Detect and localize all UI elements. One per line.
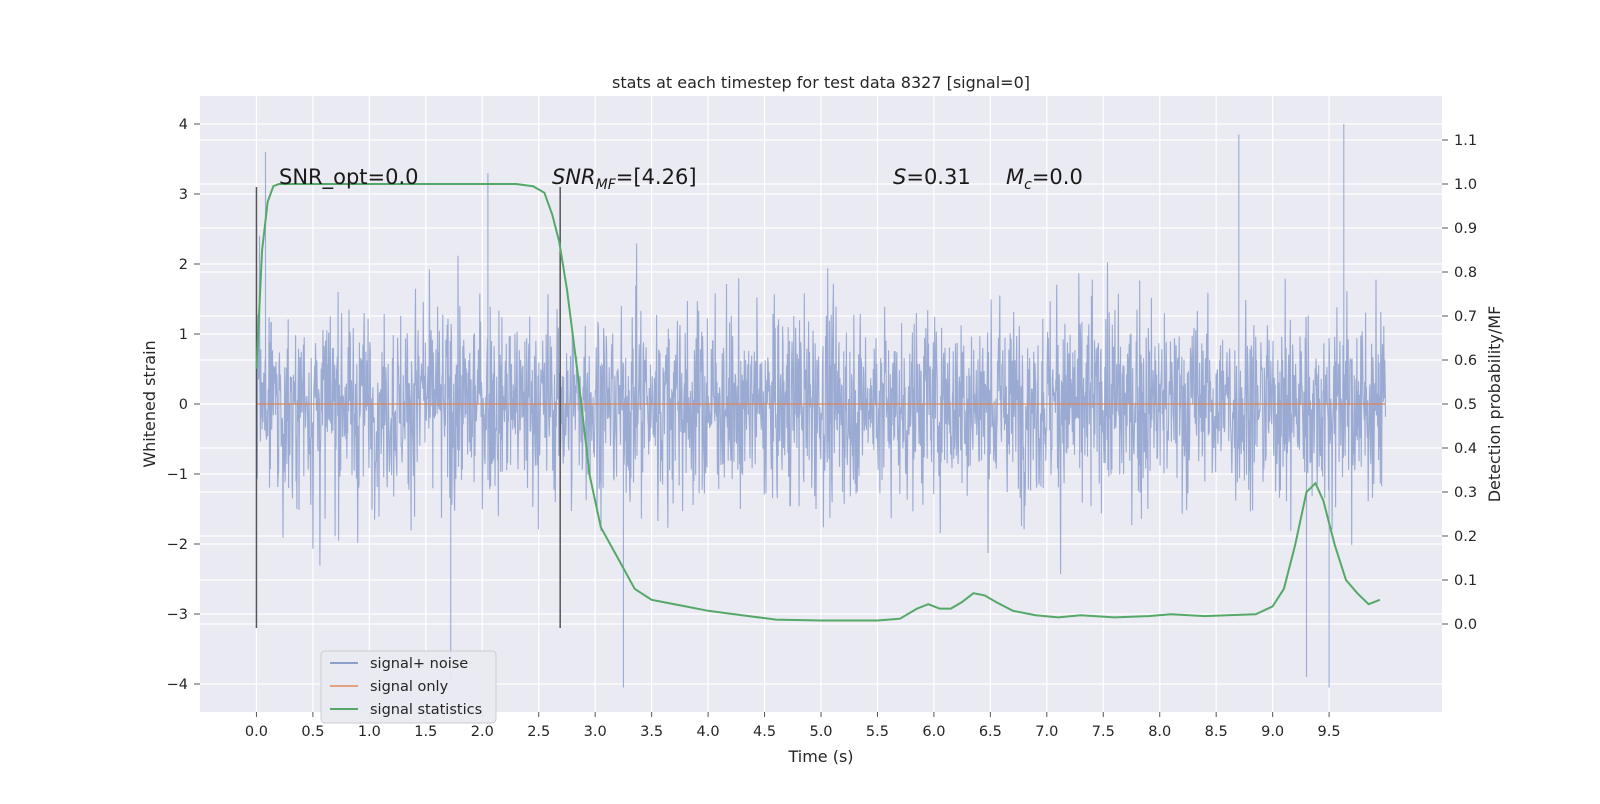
x-tick-label: 0.5	[301, 724, 324, 740]
annotation-mc: Mc=0.0	[1006, 165, 1083, 193]
x-tick-label: 2.0	[471, 724, 494, 740]
legend-label-signal-statistics: signal statistics	[370, 702, 482, 718]
legend-label-signal-only: signal only	[370, 679, 449, 695]
y-tick-label: −4	[167, 677, 188, 693]
x-tick-label: 1.0	[358, 724, 381, 740]
y2-tick-label: 0.3	[1454, 485, 1477, 501]
y-tick-label: 1	[179, 327, 188, 343]
annotations: SNR_opt=0.0 SNRMF=[4.26] S=0.31 Mc=0.0	[279, 165, 1083, 193]
x-tick-label: 6.5	[979, 724, 1002, 740]
y2-tick-label: 0.8	[1454, 265, 1477, 281]
x-tick-label: 2.5	[527, 724, 550, 740]
x-tick-label: 4.5	[753, 724, 776, 740]
x-tick-label: 8.0	[1148, 724, 1171, 740]
annotation-snr-mf-main: SNR	[552, 165, 596, 189]
signal-noise-path	[255, 124, 1387, 688]
legend: signal+ noise signal only signal statist…	[320, 650, 497, 724]
x-tick-label: 9.0	[1261, 724, 1284, 740]
y-tick-label: −1	[167, 467, 188, 483]
y2-tick-label: 0.4	[1454, 441, 1477, 457]
y-axis-ticks: 4 3 2 1 0 −1 −2 −3 −4	[167, 117, 200, 693]
annotation-mc-sub: c	[1024, 177, 1032, 193]
y-tick-label: 2	[179, 257, 188, 273]
y2-tick-label: 1.0	[1454, 177, 1477, 193]
signal-statistics-line	[255, 183, 1381, 622]
y2-axis-label: Detection probability/MF	[1485, 306, 1504, 503]
signal-noise-series	[255, 124, 1387, 688]
annotation-s-main: S	[893, 165, 906, 189]
x-tick-label: 5.0	[809, 724, 832, 740]
y2-tick-label: 0.2	[1454, 529, 1477, 545]
y-tick-label: 0	[179, 397, 188, 413]
x-tick-label: 3.0	[584, 724, 607, 740]
x-axis-ticks: 0.0 0.5 1.0 1.5 2.0 2.5 3.0 3.5 4.0 4.5 5.0 5.5 6.0 6…	[245, 712, 1341, 740]
x-tick-label: 1.5	[414, 724, 437, 740]
annotation-snr-mf: SNRMF=[4.26]	[552, 165, 697, 193]
annotation-snr-mf-sub: MF	[596, 177, 617, 193]
y-tick-label: 3	[179, 187, 188, 203]
annotation-s: S=0.31	[893, 165, 971, 189]
y2-tick-label: 0.0	[1454, 617, 1477, 633]
y2-tick-label: 0.9	[1454, 221, 1477, 237]
y2-tick-label: 0.6	[1454, 353, 1477, 369]
annotation-snr-opt: SNR_opt=0.0	[279, 165, 419, 190]
x-tick-label: 7.0	[1035, 724, 1058, 740]
chart-title: stats at each timestep for test data 832…	[612, 73, 1030, 92]
annotation-mc-main: M	[1006, 165, 1024, 189]
x-tick-label: 9.5	[1318, 724, 1341, 740]
y-tick-label: −3	[167, 607, 188, 623]
annotation-s-value: =0.31	[906, 165, 970, 189]
x-axis-label: Time (s)	[787, 747, 853, 766]
y2-axis-ticks: 1.1 1.0 0.9 0.8 0.7 0.6 0.5 0.4 0.3 0.2 0.1 0.0	[1442, 133, 1477, 633]
y2-tick-label: 0.5	[1454, 397, 1477, 413]
y2-tick-label: 1.1	[1454, 133, 1477, 149]
y2-tick-label: 0.7	[1454, 309, 1477, 325]
annotation-snr-mf-value: =[4.26]	[616, 165, 697, 189]
y-tick-label: −2	[167, 537, 188, 553]
x-tick-label: 8.5	[1205, 724, 1228, 740]
legend-box	[320, 650, 497, 724]
annotation-mc-value: =0.0	[1032, 165, 1083, 189]
x-tick-label: 7.5	[1092, 724, 1115, 740]
x-tick-label: 3.5	[640, 724, 663, 740]
legend-label-signal-noise: signal+ noise	[370, 656, 468, 672]
x-tick-label: 0.0	[245, 724, 268, 740]
y2-tick-label: 0.1	[1454, 573, 1477, 589]
y-axis-label: Whitened strain	[140, 340, 159, 467]
x-tick-label: 4.0	[697, 724, 720, 740]
x-tick-label: 6.0	[922, 724, 945, 740]
vertical-markers	[255, 187, 561, 628]
x-tick-label: 5.5	[866, 724, 889, 740]
y-tick-label: 4	[179, 117, 188, 133]
